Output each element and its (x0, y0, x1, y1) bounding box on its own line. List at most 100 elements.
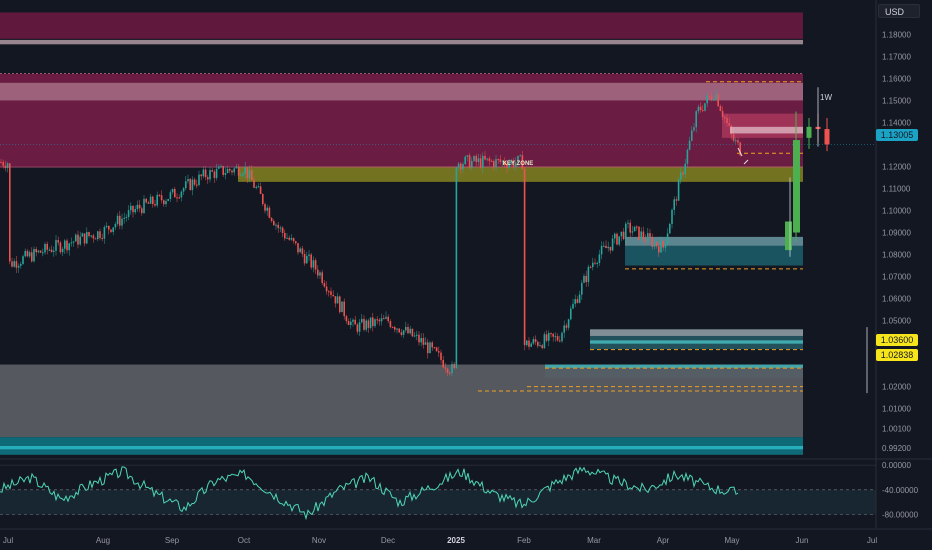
candle-body (189, 179, 191, 191)
candle-body (136, 204, 139, 210)
candle-body (127, 210, 130, 217)
time-label-jul: Jul (867, 536, 877, 545)
candle-body (48, 249, 51, 251)
candle-body (343, 301, 345, 317)
candle-body (620, 231, 623, 237)
price-tick-label: 1.09000 (882, 229, 911, 238)
candle-body (378, 319, 381, 322)
candle-body (123, 217, 125, 219)
oscillator-panel: 0.00000 -40.00000 -80.00000 (0, 458, 932, 521)
candle-body (277, 224, 279, 228)
candle-body (297, 243, 299, 253)
candle-body (242, 173, 244, 176)
candle-body (422, 338, 425, 345)
candle-body (702, 109, 704, 111)
candle-body (336, 296, 339, 304)
candle-body (143, 198, 145, 214)
candle-body (284, 232, 286, 239)
price-tick-label: 1.05000 (882, 317, 911, 326)
candle-body (119, 215, 121, 226)
candle-body (537, 341, 539, 346)
candle-body (339, 296, 341, 313)
candle-body (460, 163, 462, 170)
candle-body (26, 250, 29, 257)
zone-band-demand-mid2 (590, 340, 803, 344)
candle-body (132, 205, 134, 213)
candle-body (99, 231, 101, 238)
candle-body (4, 165, 7, 169)
candle-body (90, 235, 92, 237)
price-axis[interactable]: 1.18000 1.17000 1.16000 1.15000 1.14000 1.120… (875, 0, 911, 528)
candle-body (574, 299, 576, 304)
time-axis[interactable]: Jul Aug Sep Oct Nov Dec 2025 Feb Mar Apr May Jun Jul (0, 528, 932, 545)
price-tick-label: 1.10000 (882, 206, 911, 215)
candle-body (653, 242, 656, 247)
price-zones (0, 12, 876, 455)
candle-body (42, 252, 44, 254)
candle-body (609, 246, 612, 251)
candle-body (213, 171, 216, 178)
candle-body (61, 248, 64, 253)
candle-body (33, 248, 35, 262)
candle-body (158, 194, 161, 196)
candle-body (638, 226, 640, 240)
timeframe-label: 1W (820, 93, 832, 102)
candle-body (611, 238, 614, 251)
candle-body (697, 106, 700, 112)
candle-body (178, 197, 180, 199)
time-label-jul: Jul (3, 536, 13, 545)
candle-body (167, 198, 169, 201)
candle-body (495, 159, 497, 168)
candle-body (682, 172, 684, 175)
candle-body (2, 162, 4, 166)
price-tick-label: 1.02000 (882, 383, 911, 392)
candle-body (125, 216, 128, 218)
candle-body (589, 266, 592, 268)
candle-body (262, 194, 264, 205)
currency-selector[interactable]: USD (878, 4, 920, 18)
candle-body (493, 161, 495, 168)
candle-body (193, 179, 196, 185)
candle-body (253, 180, 255, 188)
candle-body (350, 321, 352, 326)
candle-body (728, 123, 730, 126)
candle-body (479, 158, 482, 168)
candle-body (319, 272, 321, 276)
candle-body (391, 327, 394, 329)
candle-body (88, 231, 90, 237)
candle-body (636, 226, 638, 228)
candle-body (475, 156, 477, 162)
candle-body (207, 177, 209, 180)
candle-body (259, 186, 262, 195)
candle-body (532, 339, 535, 344)
candle-body (563, 325, 565, 333)
candle-body (380, 318, 383, 322)
candle-body (504, 161, 506, 166)
candle-body (631, 231, 634, 233)
candle-body (449, 372, 451, 374)
candle-body (101, 237, 103, 239)
candle-body (354, 319, 356, 325)
candle-body (147, 202, 150, 204)
annotations (0, 73, 868, 394)
candle-body (457, 163, 460, 168)
candle-body (59, 242, 62, 253)
candle-body (669, 224, 671, 234)
candle-body (691, 130, 693, 141)
candle-body (721, 110, 724, 117)
candle-body (473, 156, 475, 161)
candle-body (737, 140, 739, 143)
zone-band-demand-low (545, 364, 803, 368)
candle-body (156, 194, 158, 206)
candle-body (559, 340, 561, 342)
candle-body (369, 317, 372, 328)
candle-body (706, 95, 708, 104)
candle-body (121, 218, 123, 226)
candle-body (185, 181, 187, 189)
candle-body (70, 242, 73, 244)
candle-body (229, 168, 231, 171)
candle-body (275, 224, 277, 226)
candle-body (64, 240, 66, 249)
candle-body (57, 240, 59, 243)
